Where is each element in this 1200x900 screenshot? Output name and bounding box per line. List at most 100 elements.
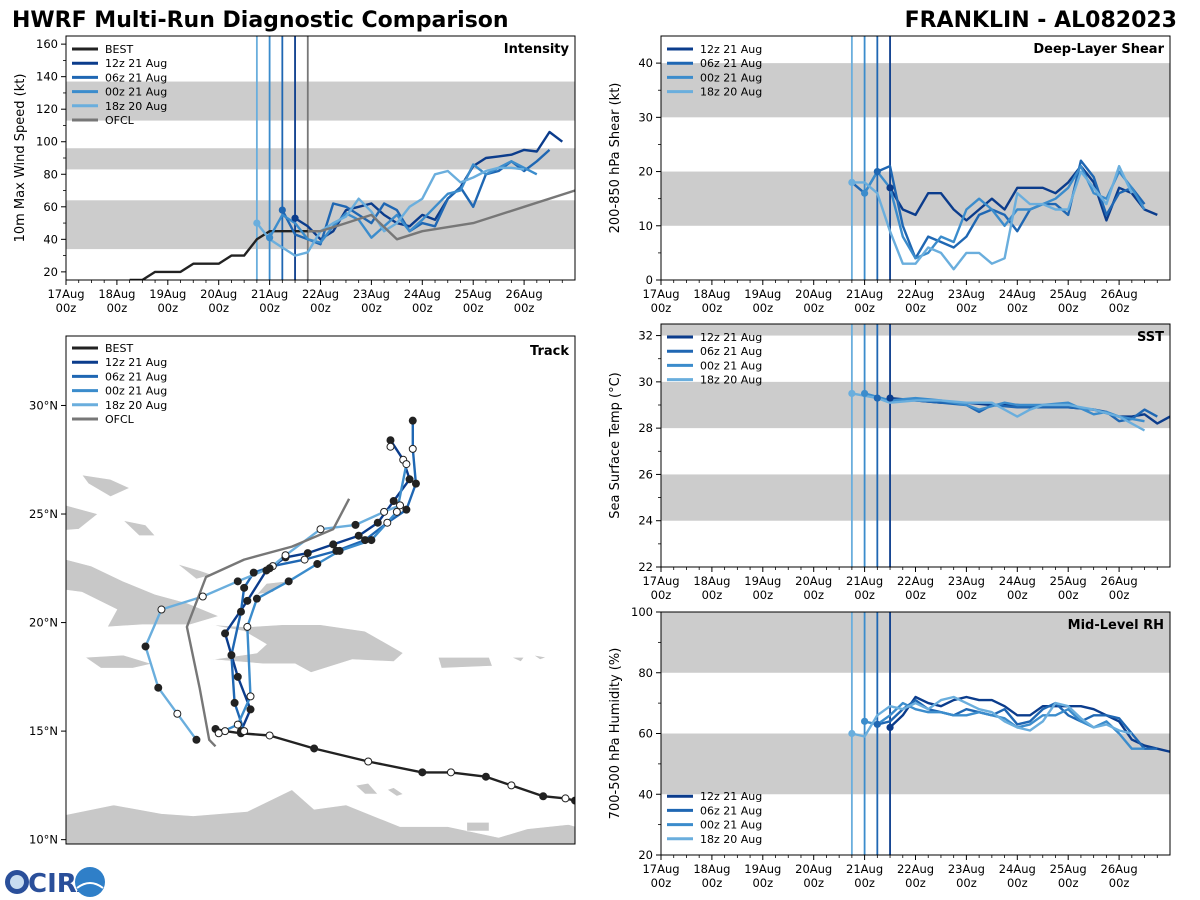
plot-area: [661, 612, 1170, 855]
legend-label: 12z 21 Aug: [700, 43, 762, 56]
plot-area: [66, 36, 575, 280]
threshold-band: [661, 612, 1170, 673]
lat-tick-label: 10°N: [29, 833, 58, 847]
init-marker: [886, 723, 894, 732]
x-tick-label: 25Aug: [1050, 287, 1087, 301]
panel-title: Intensity: [504, 42, 570, 57]
y-tick-label: 28: [638, 421, 653, 435]
track-position-marker: [561, 794, 570, 803]
x-tick-label: 00z: [1058, 588, 1079, 602]
y-tick-label: 10: [638, 219, 653, 233]
figure-title-left: HWRF Multi-Run Diagnostic Comparison: [12, 8, 509, 33]
x-tick-label: 24Aug: [999, 287, 1036, 301]
track-position-marker: [380, 507, 389, 516]
land-mass: [66, 789, 575, 844]
plot-area: [661, 36, 1170, 280]
track-position-marker: [198, 592, 207, 601]
track-position-marker: [303, 549, 312, 558]
init-marker: [291, 214, 299, 222]
panel-title: Track: [530, 344, 569, 359]
track-position-marker: [364, 757, 373, 766]
track-position-marker: [383, 518, 392, 527]
y-tick-label: 20: [43, 265, 58, 279]
map-area: [66, 416, 575, 844]
track-position-marker: [227, 651, 236, 660]
track-position-marker: [402, 505, 411, 514]
track-position-marker: [351, 520, 360, 529]
track-position-marker: [240, 727, 249, 736]
track-position-marker: [233, 672, 242, 681]
plot-area: [661, 324, 1170, 567]
threshold-band: [661, 733, 1170, 795]
panel-title: Mid-Level RH: [1068, 618, 1164, 633]
init-marker: [873, 167, 881, 176]
legend-label: 00z 21 Aug: [105, 385, 167, 398]
x-tick-label: 21Aug: [846, 574, 883, 588]
x-tick-label: 22Aug: [897, 287, 934, 301]
track-position-marker: [246, 692, 255, 701]
x-tick-label: 00z: [803, 301, 824, 315]
land-mass: [466, 821, 490, 832]
track-position-marker: [154, 683, 163, 692]
series-line-06z-21-aug: [281, 149, 551, 246]
x-tick-label: 00z: [854, 876, 875, 890]
x-tick-label: 19Aug: [744, 862, 781, 876]
init-marker: [861, 189, 869, 197]
track-position-marker: [233, 577, 242, 586]
track-position-marker: [316, 525, 325, 534]
track-position-marker: [481, 772, 490, 781]
x-tick-label: 00z: [514, 301, 535, 315]
track-position-marker: [243, 596, 252, 605]
x-tick-label: 00z: [107, 301, 128, 315]
x-tick-label: 24Aug: [999, 574, 1036, 588]
lat-tick-label: 20°N: [29, 616, 58, 630]
x-tick-label: 00z: [1109, 301, 1130, 315]
lat-tick-label: 25°N: [29, 507, 58, 521]
x-tick-label: 00z: [1058, 301, 1079, 315]
track-position-marker: [265, 731, 274, 740]
x-tick-label: 24Aug: [404, 287, 441, 301]
track-position-marker: [396, 501, 405, 510]
track-line-12z-21-aug: [223, 439, 411, 732]
init-marker: [873, 720, 881, 728]
y-axis-label: 200-850 hPa Shear (kt): [608, 83, 623, 234]
x-tick-label: 18Aug: [98, 287, 135, 301]
track-position-marker: [373, 518, 382, 527]
land-mass: [437, 656, 493, 669]
track-position-marker: [408, 444, 417, 453]
y-tick-label: 100: [631, 605, 653, 619]
x-tick-label: 00z: [412, 301, 433, 315]
series-line-06z-21-aug: [851, 159, 1146, 260]
track-position-marker: [354, 531, 363, 540]
track-position-marker: [192, 735, 201, 744]
legend-label: 12z 21 Aug: [105, 356, 167, 369]
x-tick-label: 19Aug: [744, 574, 781, 588]
track-position-marker: [236, 607, 245, 616]
land-mass: [66, 559, 220, 628]
x-tick-label: 20Aug: [795, 862, 832, 876]
x-tick-label: 00z: [56, 301, 77, 315]
legend-label: 00z 21 Aug: [700, 359, 762, 372]
x-tick-label: 00z: [752, 301, 773, 315]
track-position-marker: [221, 629, 230, 638]
legend-label: 06z 21 Aug: [700, 804, 762, 817]
land-mass: [511, 656, 525, 662]
x-tick-label: 22Aug: [897, 862, 934, 876]
legend-label: 18z 20 Aug: [700, 833, 762, 846]
track-position-marker: [240, 583, 249, 592]
x-tick-label: 23Aug: [948, 574, 985, 588]
threshold-band: [661, 63, 1170, 118]
x-tick-label: 23Aug: [948, 862, 985, 876]
x-tick-label: 00z: [905, 876, 926, 890]
track-position-marker: [249, 568, 258, 577]
track-position-marker: [335, 546, 344, 555]
track-position-marker: [310, 744, 319, 753]
panel-title: Deep-Layer Shear: [1033, 42, 1164, 57]
threshold-band: [66, 81, 575, 121]
x-tick-label: 00z: [905, 301, 926, 315]
x-tick-label: 26Aug: [506, 287, 543, 301]
y-axis-label: Sea Surface Temp (°C): [608, 372, 623, 519]
init-marker: [848, 729, 856, 738]
y-tick-label: 100: [36, 135, 58, 149]
